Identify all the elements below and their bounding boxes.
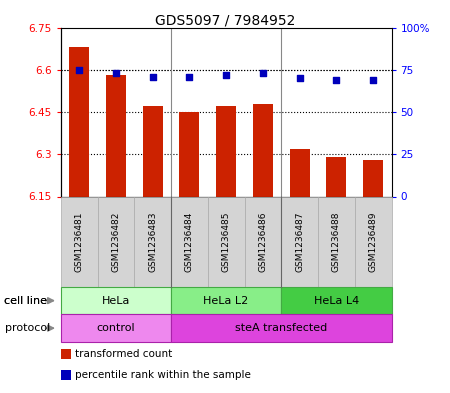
Text: control: control [97, 323, 135, 333]
Bar [363, 160, 383, 196]
Point [369, 77, 377, 83]
Text: HeLa L4: HeLa L4 [314, 296, 359, 306]
Point [112, 70, 120, 76]
Text: GDS5097 / 7984952: GDS5097 / 7984952 [155, 14, 295, 28]
Text: GSM1236484: GSM1236484 [185, 211, 194, 272]
Point [259, 70, 266, 76]
Text: GSM1236488: GSM1236488 [332, 211, 341, 272]
Bar [106, 75, 126, 196]
Text: GSM1236485: GSM1236485 [221, 211, 230, 272]
Point [76, 67, 83, 73]
Bar [326, 157, 346, 196]
Bar [143, 107, 163, 196]
Text: cell line: cell line [4, 296, 48, 306]
Bar [289, 149, 310, 196]
Text: GSM1236487: GSM1236487 [295, 211, 304, 272]
Text: GSM1236486: GSM1236486 [258, 211, 267, 272]
Bar [216, 107, 236, 196]
Text: cell line: cell line [4, 296, 48, 306]
Point [186, 73, 193, 80]
Text: GSM1236483: GSM1236483 [148, 211, 157, 272]
Text: percentile rank within the sample: percentile rank within the sample [75, 370, 251, 380]
Bar [253, 103, 273, 196]
Text: GSM1236481: GSM1236481 [75, 211, 84, 272]
Text: GSM1236489: GSM1236489 [369, 211, 378, 272]
Text: HeLa L2: HeLa L2 [203, 296, 249, 306]
Point [333, 77, 340, 83]
Bar [69, 47, 89, 196]
Point [296, 75, 303, 81]
Text: steA transfected: steA transfected [235, 323, 328, 333]
Bar [179, 112, 199, 196]
Text: protocol: protocol [4, 323, 50, 333]
Text: transformed count: transformed count [75, 349, 172, 359]
Text: GSM1236482: GSM1236482 [112, 211, 121, 272]
Point [222, 72, 230, 78]
Point [149, 73, 156, 80]
Text: HeLa: HeLa [102, 296, 130, 306]
